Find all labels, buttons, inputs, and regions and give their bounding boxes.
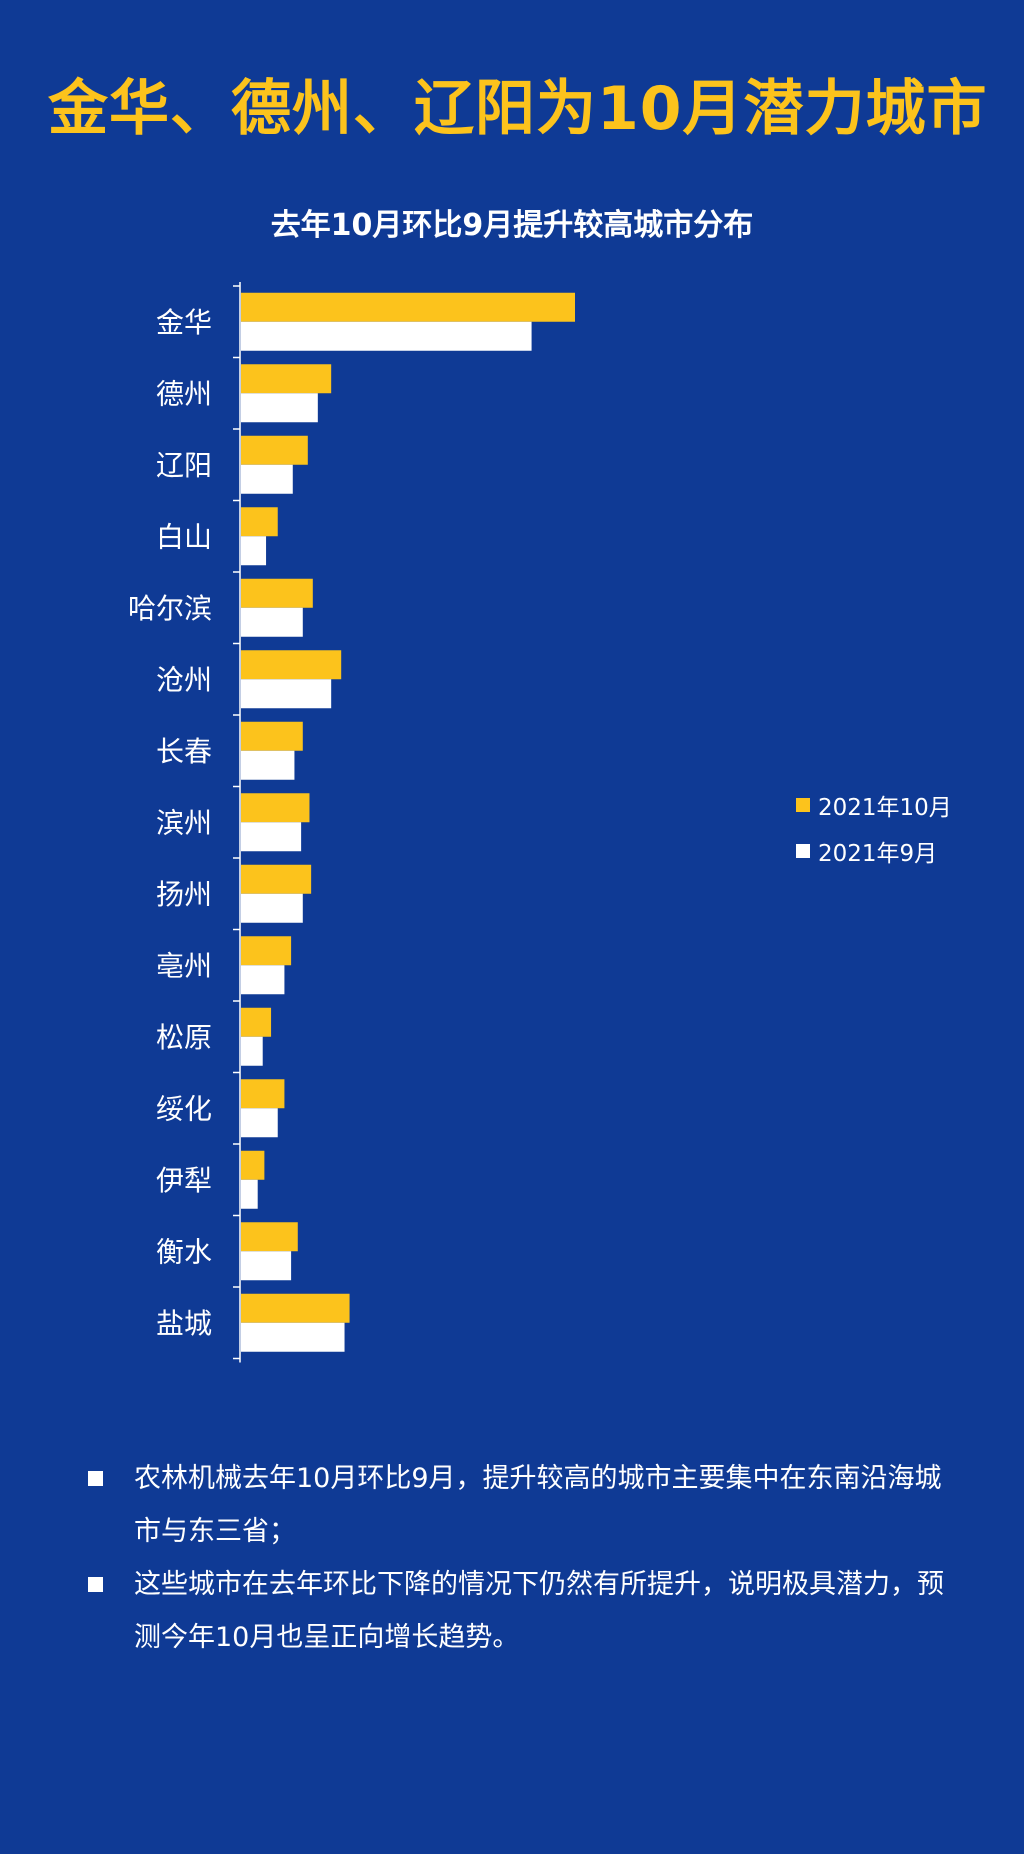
bar-oct-滨州	[241, 793, 310, 823]
note-text: 农林机械去年10月环比9月，提升较高的城市主要集中在东南沿海城市与东三省；	[134, 1463, 942, 1547]
legend-item-sep: 2021年9月	[796, 828, 952, 874]
bar-sep-伊犁	[241, 1179, 258, 1209]
category-label: 白山	[156, 520, 212, 553]
category-label: 德州	[156, 377, 212, 410]
bar-sep-盐城	[241, 1322, 345, 1352]
bar-sep-亳州	[241, 965, 285, 995]
legend-label-sep: 2021年9月	[818, 841, 938, 867]
bar-sep-滨州	[241, 822, 302, 852]
notes-list: 农林机械去年10月环比9月，提升较高的城市主要集中在东南沿海城市与东三省； 这些…	[88, 1452, 958, 1664]
bar-oct-长春	[241, 721, 303, 751]
note-item: 这些城市在去年环比下降的情况下仍然有所提升，说明极具潜力，预测今年10月也呈正向…	[88, 1558, 958, 1664]
bar-oct-松原	[241, 1007, 272, 1037]
legend-swatch-sep	[796, 844, 810, 858]
bar-sep-德州	[241, 393, 318, 423]
square-bullet-icon	[88, 1471, 103, 1486]
legend-label-oct: 2021年10月	[818, 795, 952, 821]
category-label: 滨州	[156, 806, 212, 839]
bar-oct-盐城	[241, 1293, 350, 1323]
bar-sep-金华	[241, 321, 532, 351]
bar-sep-哈尔滨	[241, 607, 303, 637]
bar-sep-辽阳	[241, 464, 293, 494]
chart-title: 去年10月环比9月提升较高城市分布	[270, 208, 754, 243]
bar-sep-松原	[241, 1036, 263, 1066]
bar-oct-绥化	[241, 1079, 285, 1109]
category-label: 辽阳	[156, 449, 212, 482]
bar-oct-哈尔滨	[241, 578, 313, 608]
bar-oct-亳州	[241, 936, 292, 966]
bar-oct-金华	[241, 292, 575, 322]
note-text: 这些城市在去年环比下降的情况下仍然有所提升，说明极具潜力，预测今年10月也呈正向…	[134, 1569, 944, 1653]
legend-swatch-oct	[796, 798, 810, 812]
category-label: 长春	[156, 735, 212, 768]
category-label: 伊犁	[156, 1164, 212, 1197]
bar-oct-伊犁	[241, 1150, 265, 1180]
bar-oct-衡水	[241, 1222, 298, 1252]
bar-oct-德州	[241, 364, 332, 394]
category-label: 金华	[156, 306, 212, 339]
page-title: 金华、德州、辽阳为10月潜力城市	[48, 74, 988, 144]
bar-sep-长春	[241, 750, 295, 780]
bar-sep-扬州	[241, 893, 303, 923]
bar-sep-沧州	[241, 679, 332, 709]
bar-sep-绥化	[241, 1108, 278, 1138]
category-label: 哈尔滨	[128, 592, 212, 625]
chart-legend: 2021年10月 2021年9月	[796, 782, 952, 874]
bar-sep-衡水	[241, 1251, 292, 1281]
bar-oct-扬州	[241, 864, 312, 894]
category-label: 扬州	[156, 878, 212, 911]
bar-oct-白山	[241, 507, 278, 537]
category-label: 沧州	[156, 663, 212, 696]
bar-sep-白山	[241, 536, 267, 566]
category-label: 绥化	[156, 1092, 212, 1125]
legend-item-oct: 2021年10月	[796, 782, 952, 828]
category-label: 亳州	[156, 949, 212, 982]
category-label: 衡水	[156, 1235, 212, 1268]
bar-oct-沧州	[241, 650, 342, 680]
bar-oct-辽阳	[241, 435, 308, 465]
category-label: 松原	[156, 1021, 212, 1054]
note-item: 农林机械去年10月环比9月，提升较高的城市主要集中在东南沿海城市与东三省；	[88, 1452, 958, 1558]
category-label: 盐城	[156, 1307, 212, 1340]
square-bullet-icon	[88, 1577, 103, 1592]
